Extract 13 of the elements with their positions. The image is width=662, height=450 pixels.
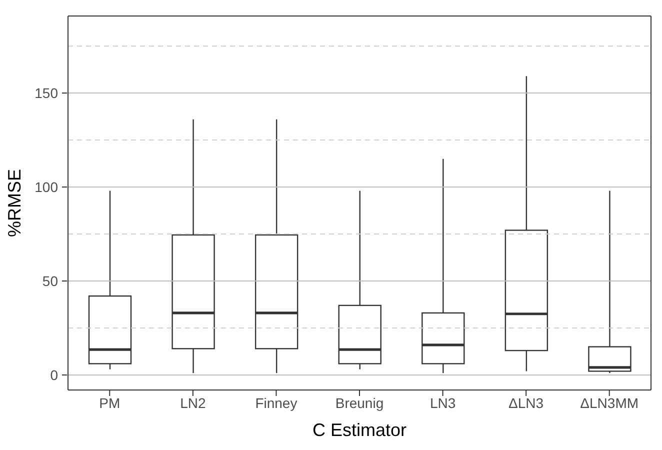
y-tick-label: 0 bbox=[50, 366, 58, 383]
x-tick-label: Breunig bbox=[335, 394, 384, 411]
x-tick-label: PM bbox=[99, 394, 120, 411]
x-tick-label: LN3 bbox=[430, 394, 456, 411]
y-tick-label: 100 bbox=[34, 178, 58, 195]
y-tick-label: 50 bbox=[42, 272, 58, 289]
y-tick-label: 150 bbox=[34, 84, 58, 101]
x-tick-label: ΔLN3 bbox=[508, 394, 544, 411]
x-tick-label: ΔLN3MM bbox=[580, 394, 639, 411]
x-tick-label: LN2 bbox=[180, 394, 206, 411]
x-axis-title: C Estimator bbox=[312, 420, 407, 440]
y-axis-title: %RMSE bbox=[4, 168, 24, 238]
x-tick-label: Finney bbox=[255, 394, 298, 411]
